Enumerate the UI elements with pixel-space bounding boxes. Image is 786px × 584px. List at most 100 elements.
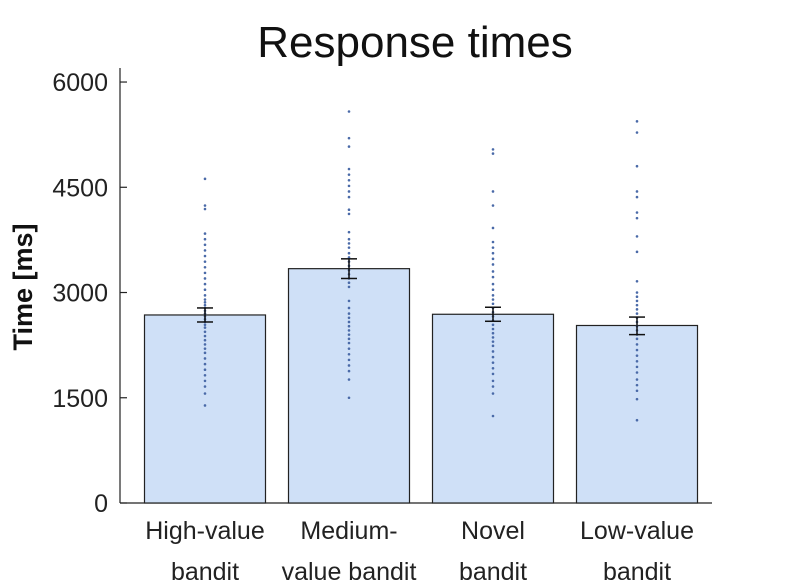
- x-tick-label: High-value: [145, 517, 265, 545]
- data-point: [635, 250, 639, 254]
- data-point: [347, 251, 351, 255]
- data-point: [203, 260, 207, 263]
- data-point: [491, 190, 495, 193]
- data-point: [635, 308, 639, 311]
- data-point: [347, 347, 351, 350]
- data-point: [347, 358, 351, 362]
- data-point: [491, 323, 495, 327]
- chart-title: Response times: [257, 18, 572, 67]
- data-point: [347, 190, 351, 193]
- data-point: [635, 383, 639, 387]
- x-tick-label: bandit: [459, 558, 527, 584]
- bar-4: [575, 324, 699, 504]
- data-point: [491, 152, 495, 155]
- bar-2: [287, 268, 411, 504]
- data-point: [347, 237, 351, 241]
- data-point: [491, 366, 495, 370]
- data-point: [491, 288, 495, 292]
- data-point: [491, 414, 495, 418]
- data-point: [203, 326, 207, 329]
- data-point: [491, 246, 495, 249]
- data-point: [203, 347, 207, 350]
- data-point: [347, 178, 351, 182]
- y-axis-label: Time [ms]: [8, 223, 38, 350]
- data-point: [203, 351, 207, 355]
- x-tick-label: Novel: [461, 517, 525, 545]
- data-point: [203, 282, 207, 286]
- data-point: [203, 298, 207, 301]
- data-point: [347, 256, 351, 259]
- data-point: [635, 389, 639, 393]
- data-point: [491, 240, 495, 244]
- data-point: [635, 164, 639, 168]
- data-point: [491, 385, 495, 388]
- data-point: [347, 212, 351, 216]
- data-point: [491, 226, 495, 230]
- y-tick-label: 4500: [52, 174, 108, 202]
- data-point: [347, 337, 351, 341]
- data-point: [347, 352, 351, 356]
- data-point: [347, 246, 351, 249]
- data-point: [203, 338, 207, 342]
- data-point: [491, 355, 495, 359]
- data-point: [635, 418, 639, 422]
- data-point: [347, 329, 351, 332]
- data-point: [203, 288, 207, 292]
- y-tick-label: 0: [94, 490, 108, 518]
- data-point: [347, 324, 351, 328]
- data-point: [635, 397, 639, 401]
- y-tick-label: 3000: [52, 280, 108, 308]
- data-point: [635, 120, 639, 123]
- data-point: [203, 385, 207, 388]
- x-tick-label: bandit: [603, 558, 671, 584]
- data-point: [491, 270, 495, 273]
- data-point: [635, 343, 639, 346]
- data-point: [635, 190, 639, 193]
- data-point: [347, 281, 351, 284]
- data-point: [491, 344, 495, 348]
- data-point: [347, 369, 351, 373]
- data-point: [635, 279, 639, 283]
- data-point: [635, 348, 639, 352]
- x-tick-label: bandit: [171, 558, 239, 584]
- data-point: [635, 216, 639, 220]
- data-point: [347, 167, 351, 171]
- data-point: [635, 359, 639, 363]
- data-point: [635, 235, 639, 238]
- data-point: [347, 306, 351, 310]
- x-tick-label: Low-value: [580, 517, 694, 545]
- data-point: [347, 378, 351, 381]
- data-point: [491, 282, 495, 286]
- bar-1: [143, 314, 267, 504]
- data-point: [635, 195, 639, 199]
- data-point: [491, 340, 495, 343]
- data-point: [491, 275, 495, 279]
- data-point: [203, 254, 207, 258]
- data-point: [635, 131, 639, 134]
- data-point: [203, 392, 207, 395]
- data-point: [203, 249, 207, 252]
- data-point: [347, 341, 351, 345]
- data-point: [347, 299, 351, 303]
- data-point: [491, 350, 495, 353]
- data-point: [635, 365, 639, 369]
- data-point: [203, 330, 207, 334]
- data-point: [491, 331, 495, 335]
- data-point: [491, 327, 495, 331]
- data-point: [491, 392, 495, 395]
- data-point: [491, 302, 495, 306]
- data-point: [635, 312, 639, 315]
- data-point: [491, 298, 495, 301]
- data-point: [203, 368, 207, 371]
- data-point: [491, 263, 495, 266]
- data-point: [203, 343, 207, 346]
- data-point: [203, 404, 207, 407]
- data-point: [635, 299, 639, 303]
- data-point: [491, 294, 495, 297]
- data-point: [203, 294, 207, 297]
- data-point: [635, 295, 639, 299]
- x-tick-label: Medium-: [300, 517, 397, 545]
- data-point: [203, 301, 207, 304]
- data-point: [491, 372, 495, 376]
